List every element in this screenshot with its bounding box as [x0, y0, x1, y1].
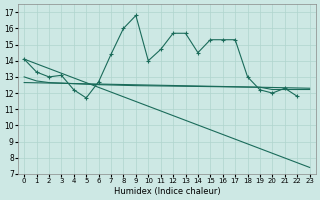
X-axis label: Humidex (Indice chaleur): Humidex (Indice chaleur)	[114, 187, 220, 196]
